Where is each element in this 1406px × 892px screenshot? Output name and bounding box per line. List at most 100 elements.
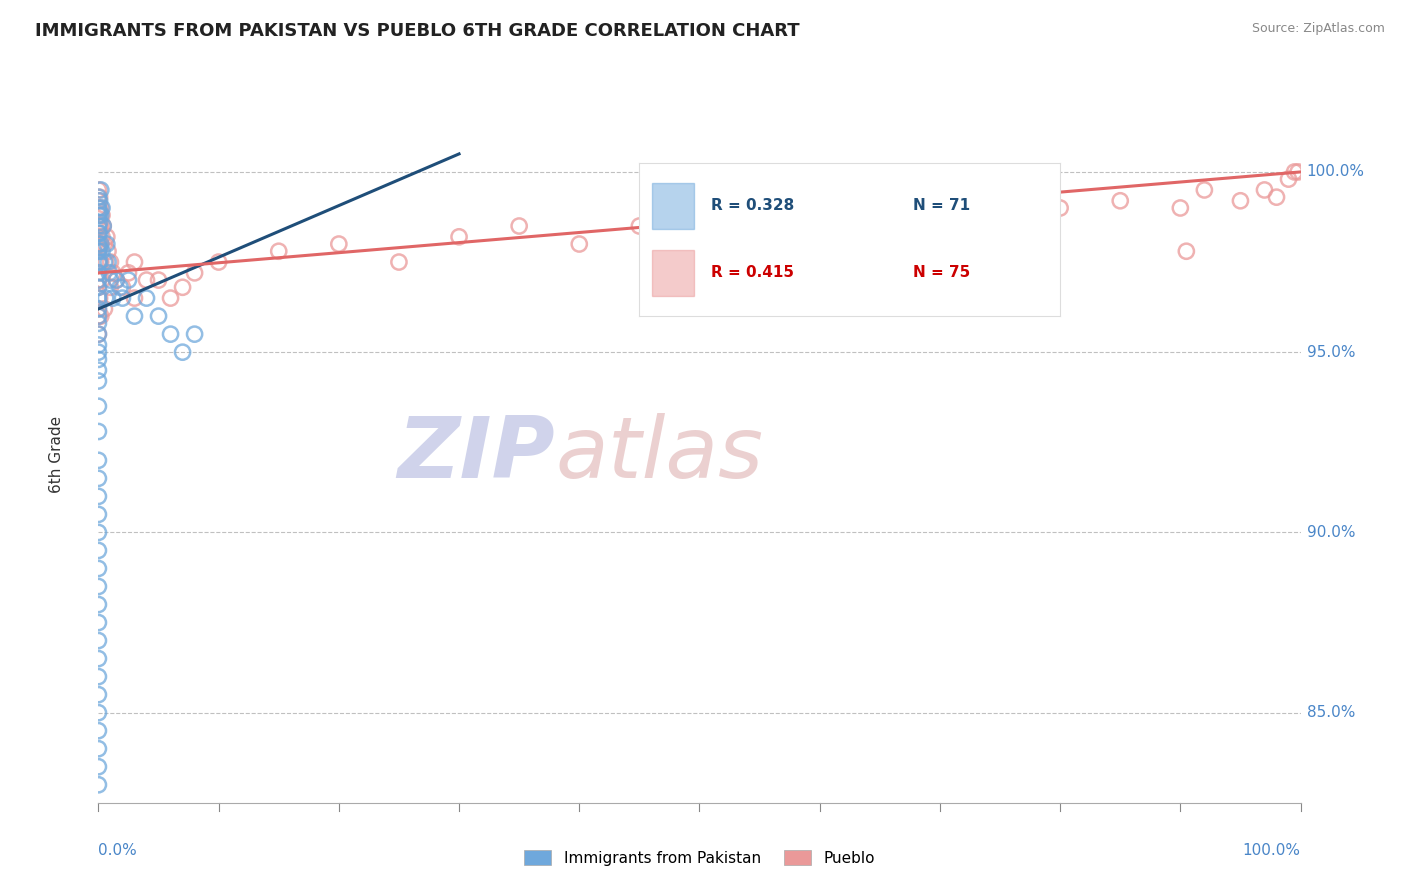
- Point: [89, 226, 111, 240]
- Point: [124, 255, 146, 269]
- Point: [93, 301, 115, 316]
- Point: [1284, 165, 1306, 179]
- Point: [87, 471, 110, 485]
- Point: [87, 280, 110, 294]
- Point: [87, 301, 110, 316]
- Point: [87, 580, 110, 594]
- Point: [135, 291, 157, 305]
- Point: [100, 280, 122, 294]
- Point: [87, 226, 110, 240]
- Point: [89, 190, 111, 204]
- Point: [98, 266, 121, 280]
- Point: [1286, 165, 1309, 179]
- Point: [87, 670, 110, 684]
- Point: [87, 723, 110, 738]
- Point: [87, 615, 110, 630]
- Point: [100, 273, 122, 287]
- Point: [89, 215, 111, 229]
- Point: [183, 327, 205, 342]
- Text: 85.0%: 85.0%: [1306, 706, 1355, 720]
- Legend: Immigrants from Pakistan, Pueblo: Immigrants from Pakistan, Pueblo: [517, 844, 882, 871]
- Point: [97, 255, 120, 269]
- Point: [90, 219, 112, 233]
- Bar: [652, 183, 695, 228]
- Point: [89, 208, 111, 222]
- Point: [87, 760, 110, 774]
- Point: [90, 255, 112, 269]
- Point: [90, 237, 112, 252]
- Point: [93, 255, 115, 269]
- Point: [91, 201, 114, 215]
- Point: [87, 201, 110, 215]
- Point: [89, 204, 111, 219]
- Point: [1265, 190, 1288, 204]
- Point: [87, 598, 110, 612]
- Point: [87, 219, 110, 233]
- Point: [87, 345, 110, 359]
- Point: [87, 273, 110, 287]
- Point: [87, 266, 110, 280]
- Point: [90, 237, 112, 252]
- Point: [508, 219, 530, 233]
- Point: [87, 266, 110, 280]
- Text: N = 71: N = 71: [912, 198, 970, 213]
- Point: [87, 543, 110, 558]
- Point: [105, 273, 128, 287]
- Point: [89, 255, 111, 269]
- Point: [96, 229, 118, 244]
- Point: [183, 266, 205, 280]
- Point: [808, 219, 831, 233]
- Text: 90.0%: 90.0%: [1306, 524, 1355, 540]
- Point: [87, 741, 110, 756]
- Point: [101, 291, 124, 305]
- Point: [111, 280, 134, 294]
- Point: [1109, 194, 1132, 208]
- Point: [447, 229, 470, 244]
- Point: [172, 280, 194, 294]
- Point: [159, 291, 181, 305]
- Point: [91, 244, 114, 259]
- Point: [988, 208, 1011, 222]
- Point: [159, 327, 181, 342]
- Text: IMMIGRANTS FROM PAKISTAN VS PUEBLO 6TH GRADE CORRELATION CHART: IMMIGRANTS FROM PAKISTAN VS PUEBLO 6TH G…: [35, 22, 800, 40]
- Point: [1170, 201, 1192, 215]
- Point: [87, 309, 110, 323]
- Text: ZIP: ZIP: [398, 413, 555, 497]
- Text: N = 75: N = 75: [912, 266, 970, 280]
- Point: [928, 194, 950, 208]
- Text: 6th Grade: 6th Grade: [49, 417, 63, 493]
- Point: [87, 237, 110, 252]
- Point: [100, 255, 122, 269]
- Point: [87, 561, 110, 575]
- Point: [87, 255, 110, 269]
- Point: [89, 241, 111, 255]
- Point: [87, 190, 110, 204]
- Point: [148, 273, 170, 287]
- Point: [111, 291, 134, 305]
- Point: [87, 194, 110, 208]
- Point: [87, 183, 110, 197]
- Point: [87, 291, 110, 305]
- Point: [87, 237, 110, 252]
- Point: [87, 425, 110, 439]
- Point: [1253, 183, 1275, 197]
- Point: [1229, 194, 1251, 208]
- Point: [87, 244, 110, 259]
- Point: [928, 255, 950, 269]
- Point: [87, 280, 110, 294]
- Point: [869, 201, 891, 215]
- Point: [87, 399, 110, 413]
- Point: [688, 208, 710, 222]
- Point: [91, 219, 114, 233]
- Text: atlas: atlas: [555, 413, 763, 497]
- Point: [1049, 201, 1071, 215]
- Point: [96, 237, 118, 252]
- Point: [124, 309, 146, 323]
- Point: [117, 266, 139, 280]
- Point: [87, 338, 110, 352]
- Point: [87, 211, 110, 226]
- Point: [87, 374, 110, 388]
- Point: [93, 237, 115, 252]
- Point: [87, 316, 110, 330]
- Text: 0.0%: 0.0%: [98, 843, 138, 858]
